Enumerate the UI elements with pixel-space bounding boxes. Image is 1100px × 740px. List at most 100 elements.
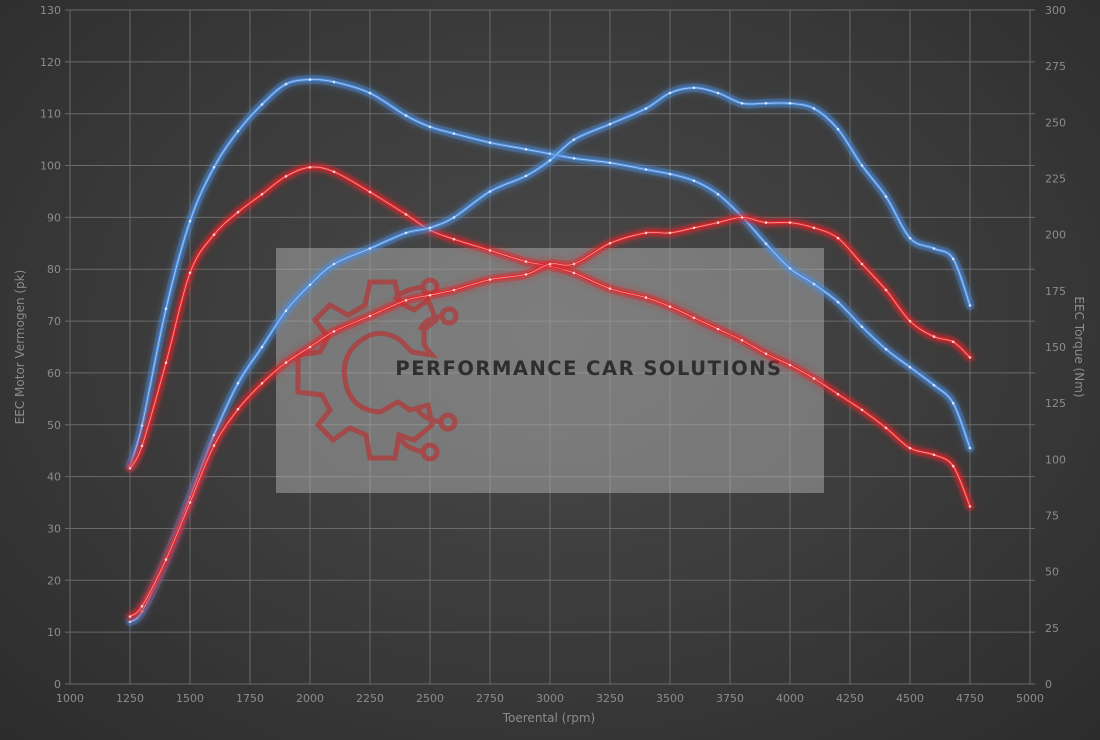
- red-torque-point: [452, 237, 456, 241]
- y-left-tick-label: 80: [47, 263, 61, 276]
- x-tick-label: 1750: [236, 692, 264, 705]
- blue-torque-point: [951, 401, 955, 405]
- y-axis-left-label: EEC Motor Vermogen (pk): [13, 270, 27, 425]
- red-torque-point: [668, 305, 672, 308]
- blue-torque-point: [836, 300, 840, 304]
- blue-power-point: [836, 127, 840, 131]
- red-power-point: [812, 226, 816, 230]
- blue-torque-point: [236, 130, 240, 133]
- x-tick-label: 2500: [416, 692, 444, 705]
- red-power-point: [692, 226, 696, 230]
- red-power-point: [968, 356, 972, 359]
- blue-power-point: [968, 304, 972, 307]
- red-power-point: [524, 273, 528, 276]
- blue-torque-point: [452, 132, 456, 135]
- red-power-point: [740, 216, 744, 219]
- y-left-tick-label: 0: [54, 678, 61, 691]
- red-power-point: [644, 231, 648, 235]
- x-tick-label: 4500: [896, 692, 924, 705]
- y-right-tick-label: 300: [1045, 4, 1066, 17]
- red-torque-point: [260, 192, 264, 196]
- red-power-point: [932, 335, 936, 338]
- red-power-point: [236, 407, 240, 411]
- y-right-tick-label: 250: [1045, 116, 1066, 129]
- blue-power-point: [692, 86, 696, 90]
- red-torque-point: [140, 444, 144, 448]
- blue-power-point: [644, 107, 648, 110]
- blue-torque-point: [332, 80, 336, 84]
- blue-torque-point: [428, 125, 432, 129]
- y-left-tick-label: 40: [47, 471, 61, 484]
- blue-torque-point: [308, 78, 312, 81]
- blue-torque-point: [368, 91, 372, 95]
- blue-power-point: [668, 91, 672, 95]
- blue-power-point: [740, 102, 744, 105]
- blue-torque-point: [908, 365, 912, 369]
- red-torque-point: [368, 190, 372, 194]
- curves: [125, 75, 975, 627]
- red-torque-point: [212, 233, 216, 236]
- blue-power-point: [128, 620, 132, 624]
- red-power-point: [260, 382, 264, 385]
- blue-power-point: [884, 195, 888, 198]
- y-right-tick-label: 100: [1045, 453, 1066, 466]
- red-torque-point: [692, 316, 696, 320]
- blue-power-point: [404, 231, 408, 235]
- blue-torque-point: [968, 446, 972, 450]
- y-right-tick-label: 50: [1045, 566, 1059, 579]
- red-power-point: [188, 501, 192, 504]
- blue-power-point: [368, 247, 372, 250]
- blue-power-point: [572, 138, 576, 141]
- x-tick-label: 4000: [776, 692, 804, 705]
- y-left-tick-label: 30: [47, 522, 61, 535]
- blue-torque-point: [692, 179, 696, 182]
- y-left-tick-label: 130: [40, 4, 61, 17]
- x-tick-label: 4250: [836, 692, 864, 705]
- blue-power-point: [860, 164, 864, 167]
- y-right-tick-label: 275: [1045, 60, 1066, 73]
- blue-torque-point: [488, 141, 492, 144]
- blue-power-point: [284, 309, 288, 313]
- red-power-point: [716, 221, 720, 224]
- blue-torque-point: [140, 424, 144, 427]
- y-left-tick-label: 10: [47, 626, 61, 639]
- blue-power-point: [488, 190, 492, 193]
- red-torque-point: [884, 426, 888, 430]
- watermark: PERFORMANCE CAR SOLUTIONS: [276, 248, 824, 493]
- blue-torque-point: [764, 242, 768, 245]
- y-left-tick-label: 100: [40, 160, 61, 173]
- y-left-tick-label: 90: [47, 211, 61, 224]
- red-power-point: [308, 345, 312, 349]
- x-tick-label: 2250: [356, 692, 384, 705]
- x-axis-label: Toerental (rpm): [502, 711, 595, 725]
- y-left-tick-label: 60: [47, 367, 61, 380]
- red-power-point: [836, 236, 840, 240]
- blue-torque-point: [668, 172, 672, 176]
- blue-power-point: [908, 236, 912, 240]
- blue-power-point: [951, 257, 955, 261]
- red-torque-point: [572, 271, 576, 275]
- blue-power-point: [764, 102, 768, 105]
- red-torque-point: [404, 213, 408, 216]
- x-tick-label: 5000: [1016, 692, 1044, 705]
- y-left-tick-label: 70: [47, 315, 61, 328]
- red-power-point: [140, 604, 144, 608]
- blue-torque-point: [932, 383, 936, 387]
- watermark-text: PERFORMANCE CAR SOLUTIONS: [395, 357, 782, 380]
- blue-torque-point: [860, 325, 864, 329]
- blue-torque-point: [812, 282, 816, 286]
- blue-power-point: [716, 91, 720, 95]
- red-power-point: [164, 558, 168, 561]
- red-torque-point: [608, 287, 612, 290]
- x-tick-label: 3250: [596, 692, 624, 705]
- red-power-point: [548, 262, 552, 266]
- blue-power-point: [452, 216, 456, 219]
- blue-torque-point: [188, 219, 192, 223]
- y-right-tick-label: 25: [1045, 622, 1059, 635]
- red-power-point: [668, 231, 672, 235]
- red-power-series: [125, 212, 975, 622]
- red-torque-point: [524, 260, 528, 263]
- red-power-point: [332, 330, 336, 333]
- blue-torque-point: [608, 161, 612, 165]
- x-tick-label: 1500: [176, 692, 204, 705]
